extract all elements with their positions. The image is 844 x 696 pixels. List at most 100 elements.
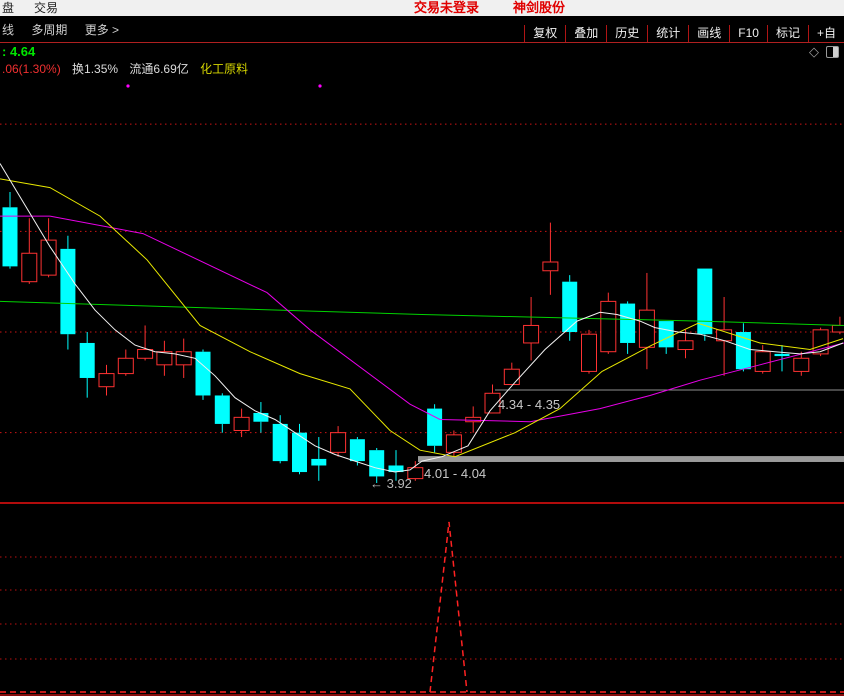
chart-corner-icons: ◇ [809,44,839,59]
candle-up [156,340,173,376]
candle-body [562,281,578,333]
candle-down [195,349,211,400]
toolbar-button-4[interactable]: 画线 [688,25,729,42]
candle-down [2,191,18,269]
toolbar-button-6[interactable]: 标记 [766,25,808,42]
candle-body [330,432,347,453]
current-price: : 4.64 [2,44,36,59]
candle-body [445,434,462,453]
candle-up [117,349,134,376]
price-annotation-label: ← 3.92 [370,476,412,491]
candle-body [658,321,674,348]
toolbar-left-items: 线 多周期 更多 > [2,21,133,38]
candle-down [735,323,751,372]
chart-toolbar: 线 多周期 更多 > 复权 叠加 历史 统计 画线 F10 标记 +自 [0,16,844,43]
candle-up [175,338,192,378]
candle-down [253,402,269,433]
ma-magenta-line [0,215,844,423]
ma-white-line [0,163,844,473]
toolbar-button-2[interactable]: 历史 [606,25,647,42]
candle-body [60,248,76,335]
candle-body [677,340,694,351]
candle-down [311,437,327,481]
candle-up [233,408,250,438]
candle-down [292,423,307,475]
toolbar-item-multiperiod[interactable]: 多周期 [31,23,68,37]
signal-dot [318,84,322,88]
candle-down [697,268,713,341]
price-change: .06(1.30%) [2,62,61,76]
candle-body [774,353,790,357]
candle-up [21,218,38,284]
candle-up [542,222,559,295]
candle-body [2,207,18,267]
toolbar-item-more[interactable]: 更多 > [84,23,120,37]
candle-up [445,430,462,457]
price-annotation-label: 4.01 - 4.04 [424,466,486,481]
main-chart-canvas[interactable]: 4.34 - 4.35 4.01 - 4.04 ← 3.92 [0,75,844,502]
candle-body [427,408,443,446]
candle-up [330,426,347,457]
candle-body [465,416,482,423]
candle-body [600,300,617,353]
candle-body [40,239,57,276]
signal-dot [126,84,130,88]
candle-up [465,406,482,433]
candle-body [503,368,520,386]
quote-info-row: .06(1.30%) 换1.35% 流通6.69亿 化工原料 [2,60,248,77]
candle-up [98,364,115,396]
candle-down [214,393,230,433]
split-square-icon[interactable] [826,46,839,58]
toolbar-button-7[interactable]: +自 [807,25,844,42]
candle-down [658,321,674,354]
candle-down [60,235,76,350]
diamond-icon[interactable]: ◇ [809,44,819,59]
ma-green-line [0,300,844,326]
menu-item-trade[interactable]: 交易 [34,1,59,15]
signal-spike [429,521,468,693]
toolbar-button-1[interactable]: 叠加 [565,25,606,42]
candle-up [581,329,597,374]
toolbar-buttons: 复权 叠加 历史 统计 画线 F10 标记 +自 [524,25,844,42]
toolbar-item-line[interactable]: 线 [2,23,15,37]
candle-body [638,309,655,348]
candle-body [156,351,173,366]
candle-body [388,465,404,473]
candle-up [677,329,694,359]
float-market-cap: 流通6.69亿 [129,62,189,76]
candle-down [388,450,404,481]
candle-down [79,332,95,398]
candle-body [369,450,385,477]
signal-panel-canvas[interactable] [0,502,844,696]
candle-body [137,349,154,359]
candle-down [349,437,365,466]
candle-body [117,357,134,375]
candle-body [98,373,115,388]
candle-down [369,447,385,483]
candle-body [735,332,751,370]
candle-up [503,362,520,386]
toolbar-button-5[interactable]: F10 [729,25,767,42]
candle-body [523,324,540,344]
candle-body [272,423,288,462]
ma-yellow-line [0,178,844,458]
candle-body [253,412,269,422]
toolbar-button-0[interactable]: 复权 [524,25,565,42]
candle-body [195,351,211,396]
candle-up [638,272,655,370]
candle-down [562,275,578,341]
sector-label[interactable]: 化工原料 [200,62,249,76]
candle-body [754,351,771,372]
candle-body [233,416,250,431]
price-band [418,456,844,462]
stock-name: 神剑股份 [513,0,566,15]
turnover-rate: 换1.35% [72,62,119,76]
candle-body [349,439,365,462]
toolbar-button-3[interactable]: 统计 [647,25,688,42]
candle-down [620,301,636,354]
candle-up [600,292,617,354]
menu-item-pan[interactable]: 盘 [2,1,15,15]
candle-body [407,467,424,480]
candle-body [542,261,559,272]
candle-up [793,351,810,376]
